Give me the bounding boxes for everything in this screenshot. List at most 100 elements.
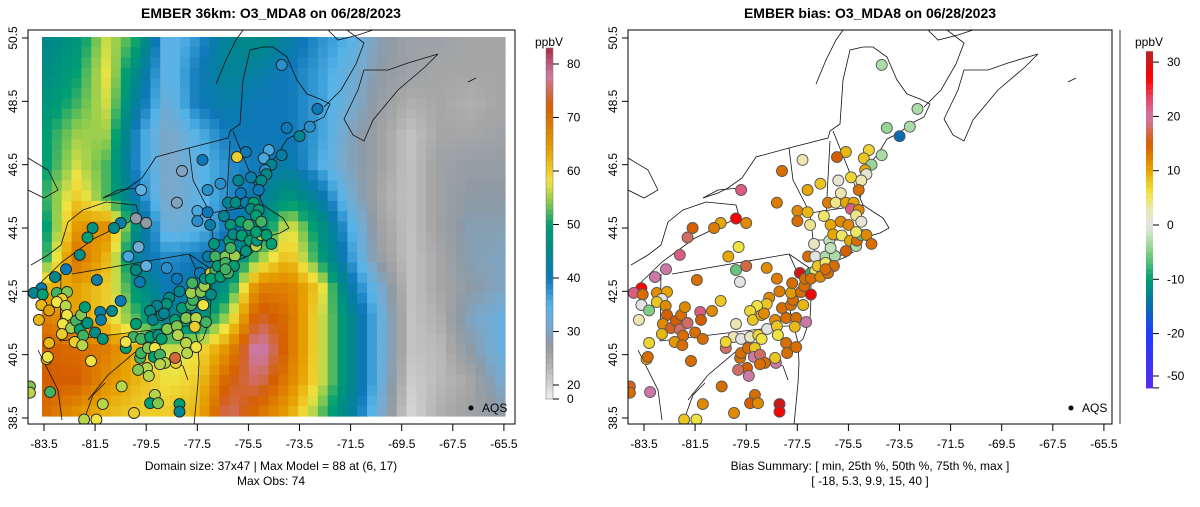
model-grid-cell [307,344,319,356]
model-grid-cell [160,159,171,171]
model-grid-cell [81,98,92,110]
station-bias-point [797,299,810,311]
model-grid-cell [71,57,82,69]
model-grid-cell [386,293,398,304]
x-tick-label: -71.5 [937,437,965,451]
model-grid-cell [71,221,82,233]
station-obs-point [219,263,232,276]
station-bias-point [831,151,843,164]
model-grid-cell [357,385,368,397]
model-grid-cell [42,211,53,222]
model-grid-cell [465,231,477,243]
model-grid-cell [367,190,378,202]
model-grid-cell [209,67,220,79]
station-obs-point [49,271,61,284]
model-grid-cell [229,170,240,181]
colorbar-swatch [546,219,553,225]
model-grid-cell [307,303,319,315]
model-grid-cell [485,211,496,222]
model-grid-cell [337,57,348,69]
model-grid-cell [416,303,427,315]
model-grid-cell [495,190,506,202]
model-grid-cell [495,221,506,233]
y-tick-label: 44.5 [606,216,620,240]
model-grid-cell [495,385,506,397]
model-grid-cell [229,313,240,325]
model-grid-cell [396,241,408,253]
colorbar-swatch [1146,100,1153,107]
model-grid-cell [110,375,122,386]
model-grid-cell [258,180,270,192]
model-grid-cell [179,211,191,222]
x-tick-label: -73.5 [286,437,314,451]
model-grid-cell [416,149,427,161]
model-grid-cell [327,231,339,243]
model-grid-cell [239,375,250,386]
model-grid-cell [91,395,102,407]
model-grid-cell [130,252,142,263]
model-grid-cell [465,170,477,181]
station-obs-point [152,397,164,410]
model-grid-cell [396,159,408,171]
model-grid-cell [209,88,220,100]
colorbar-tick-label: 30 [1167,55,1181,69]
model-grid-cell [337,354,348,366]
model-grid-cell [91,385,102,397]
model-grid-cell [258,262,270,274]
model-grid-cell [465,88,477,100]
model-grid-cell [199,67,211,79]
colorbar-swatch [546,379,553,386]
model-grid-cell [436,129,447,141]
model-grid-cell [101,98,112,110]
model-grid-cell [268,293,280,304]
model-grid-cell [248,180,260,192]
model-grid-cell [337,190,348,202]
station-obs-point [181,347,194,360]
model-grid-cell [416,364,427,376]
model-grid-cell [445,231,457,243]
model-grid-cell [219,170,230,181]
model-grid-cell [130,375,142,386]
model-grid-cell [160,385,171,397]
station-bias-point [880,121,893,134]
model-grid-cell [101,354,112,366]
model-grid-cell [485,303,496,315]
station-obs-point [191,215,204,228]
station-obs-point [28,386,36,399]
colorbar-swatch [1146,148,1153,155]
model-grid-cell [229,344,240,356]
model-grid-cell [367,149,378,161]
model-grid-cell [140,98,151,110]
model-grid-cell [130,180,142,192]
model-grid-cell [337,375,348,386]
right-map-outlines [628,30,1077,424]
model-grid-cell [209,129,220,141]
model-grid-cell [485,37,496,48]
model-grid-cell [376,77,388,89]
model-grid-cell [110,262,122,274]
model-grid-cell [130,303,142,315]
station-obs-point [132,241,145,253]
model-grid-cell [416,334,427,345]
model-grid-cell [61,272,73,284]
station-obs-point [208,237,220,250]
model-grid-cell [209,303,220,315]
model-grid-cell [189,231,201,243]
model-grid-cell [406,37,417,48]
model-grid-cell [406,190,417,202]
model-grid-cell [179,272,191,284]
model-grid-cell [416,88,427,100]
model-grid-cell [170,364,181,376]
model-grid-cell [51,313,63,325]
model-grid-cell [42,221,53,233]
model-grid-cell [61,190,73,202]
model-grid-cell [396,313,408,325]
model-grid-cell [268,272,280,284]
station-bias-point [740,260,753,272]
station-obs-point [78,301,91,314]
station-bias-point [776,165,788,177]
model-grid-cell [475,118,486,130]
model-grid-cell [229,180,240,192]
model-grid-cell [51,334,63,345]
model-grid-cell [376,211,388,222]
